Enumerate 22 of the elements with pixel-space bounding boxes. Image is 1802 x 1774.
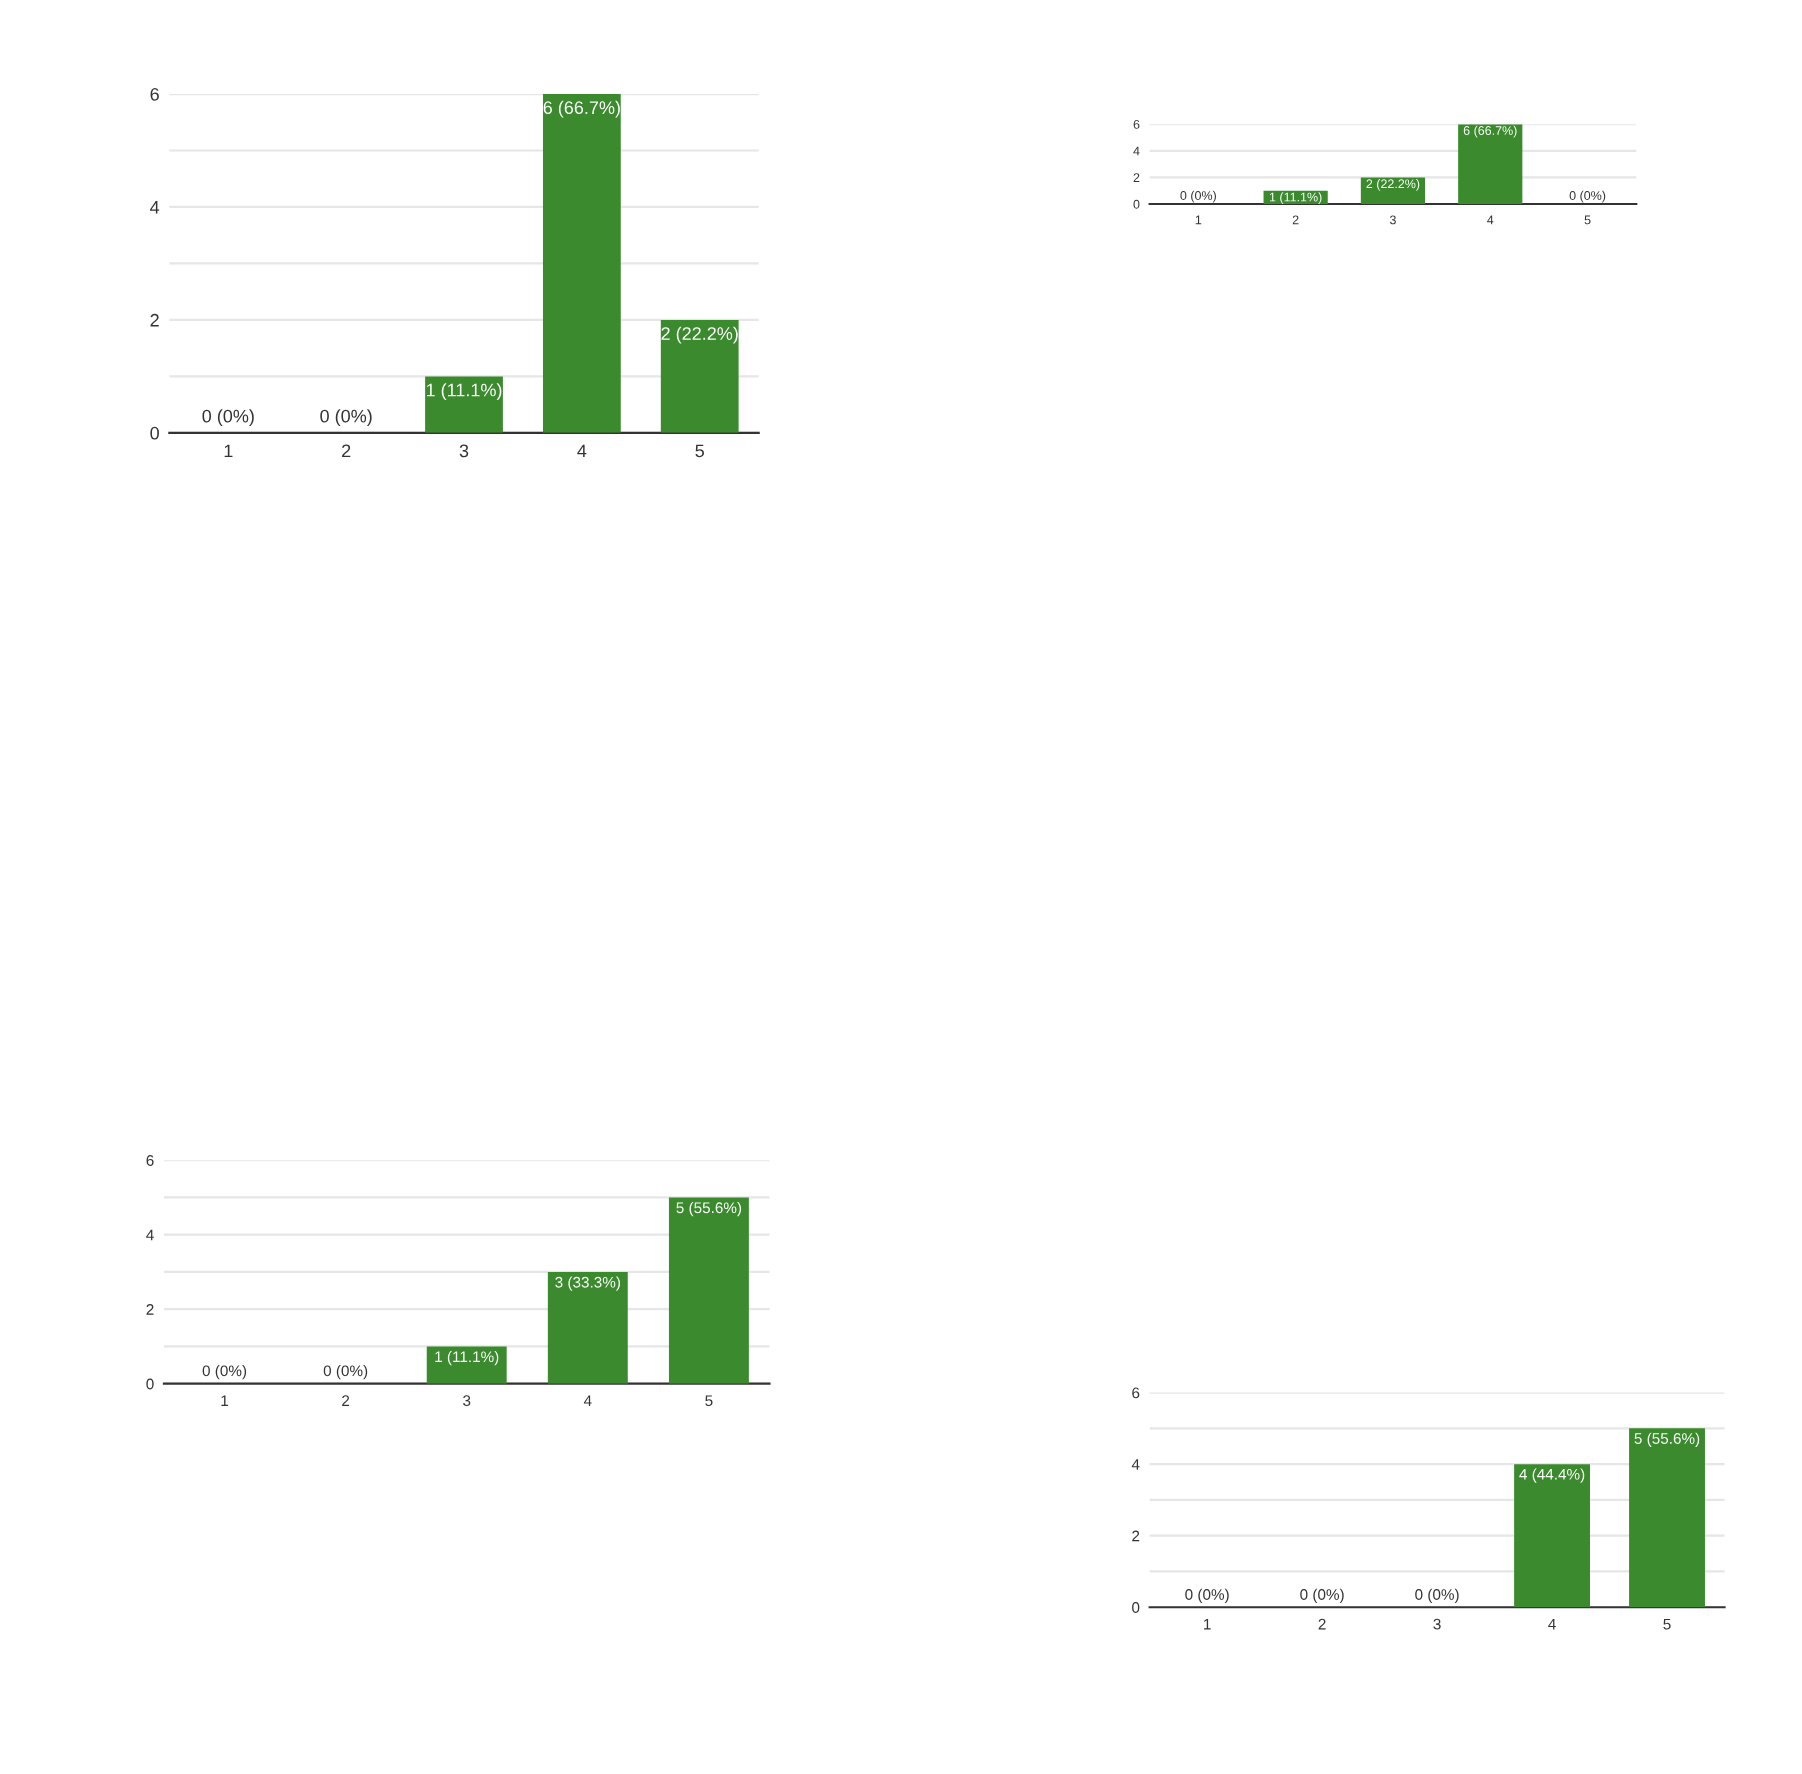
y-tick-label: 4 — [150, 201, 160, 214]
x-tick-label: 2 — [342, 444, 351, 458]
x-tick-label: 4 — [577, 444, 587, 458]
data-label: 2 (22.2%) — [661, 326, 738, 344]
bar — [1458, 124, 1523, 205]
bar — [542, 94, 621, 433]
data-label: 6 (66.7%) — [543, 100, 620, 118]
data-label: 1 (11.1%) — [426, 383, 502, 400]
bar — [1360, 177, 1426, 205]
x-tick-label: 3 — [459, 444, 469, 458]
data-label: 0 (0%) — [320, 409, 372, 427]
data-label: 0 (0%) — [202, 409, 254, 427]
x-tick-label: 1 — [224, 444, 233, 458]
bar — [660, 319, 739, 433]
bar — [668, 1197, 749, 1384]
y-tick-label: 0 — [150, 426, 159, 440]
bar — [425, 376, 503, 433]
bar — [426, 1346, 507, 1384]
x-tick-label: 5 — [695, 444, 704, 458]
bar — [547, 1271, 628, 1384]
y-tick-label: 6 — [150, 87, 159, 101]
y-tick-label: 2 — [150, 313, 159, 327]
